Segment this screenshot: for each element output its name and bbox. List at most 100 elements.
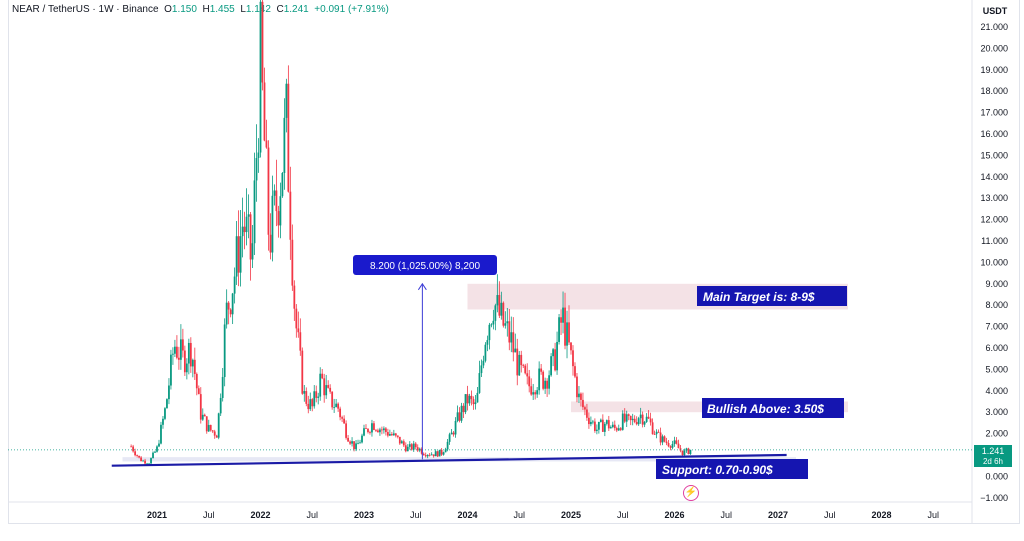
- candle-body: [187, 342, 190, 364]
- y-tick-label: 15.000: [980, 150, 1008, 160]
- candle-body: [359, 442, 361, 444]
- candle-body: [195, 373, 198, 389]
- candle-body: [544, 380, 547, 389]
- candle-body: [452, 432, 455, 435]
- x-tick-label: 2027: [768, 510, 788, 520]
- candle-body: [225, 302, 228, 325]
- candle-body: [377, 430, 379, 433]
- candle-body: [343, 418, 345, 424]
- candle-body: [524, 365, 527, 374]
- candle-body: [267, 147, 270, 235]
- candle-body: [229, 309, 232, 315]
- candle-body: [562, 307, 564, 323]
- candle-body: [534, 392, 537, 395]
- candle-body: [548, 375, 551, 389]
- candle-body: [150, 458, 152, 464]
- candle-body: [679, 448, 682, 451]
- candle-body: [357, 443, 359, 445]
- candle-body: [341, 417, 344, 419]
- candle-body: [309, 399, 312, 410]
- candle-body: [261, 1, 264, 83]
- candle-body: [526, 373, 529, 377]
- candle-body: [422, 453, 425, 456]
- x-tick-label: 2026: [664, 510, 684, 520]
- candle-body: [564, 307, 566, 346]
- price-axis[interactable]: 21.000 20.000 19.000 18.000 17.000 16.000 15.0…: [980, 22, 1008, 503]
- support-trendline[interactable]: [111, 453, 787, 467]
- candle-body: [369, 432, 371, 433]
- candle-body: [613, 424, 616, 429]
- candle-body: [265, 140, 268, 148]
- symbol-title[interactable]: NEAR / TetherUS · 1W · Binance: [12, 4, 159, 15]
- candle-body: [687, 448, 690, 455]
- candle-body: [275, 190, 278, 212]
- candle-body: [400, 441, 403, 444]
- candle-body: [681, 450, 684, 456]
- candle-body: [130, 446, 133, 448]
- candle-body: [574, 366, 576, 377]
- candle-body: [615, 428, 618, 431]
- candle-body: [518, 354, 521, 376]
- close-label: C: [276, 4, 284, 15]
- candle-body: [506, 321, 509, 324]
- candle-body: [317, 396, 320, 398]
- candle-body: [201, 414, 204, 420]
- candle-body: [651, 422, 654, 435]
- candle-body: [568, 322, 570, 343]
- candle-body: [402, 441, 405, 446]
- change-value: +0.091 (+7.91%): [314, 4, 389, 15]
- time-axis[interactable]: 2021 Jul 2022 Jul 2023 Jul 2024 Jul 2025 Jul 2026 J…: [147, 510, 939, 520]
- candle-body: [281, 172, 284, 197]
- candle-body: [331, 391, 334, 408]
- candle-body: [500, 302, 503, 316]
- candle-body: [597, 421, 600, 430]
- measure-label[interactable]: 8.200 (1,025.00%) 8,200: [353, 255, 497, 275]
- candle-body: [657, 431, 660, 433]
- candle-body: [621, 413, 624, 430]
- candle-body: [446, 441, 449, 450]
- candle-body: [271, 195, 274, 253]
- candle-body: [661, 436, 664, 443]
- candle-body: [560, 317, 562, 323]
- candle-body: [199, 394, 202, 420]
- candle-body: [576, 376, 578, 398]
- y-tick-label: 10.000: [980, 257, 1008, 267]
- candle-body: [164, 408, 166, 419]
- candle-body: [349, 441, 351, 444]
- y-tick-label: 21.000: [980, 22, 1008, 32]
- measure-label-text: 8.200 (1,025.00%) 8,200: [370, 261, 481, 272]
- candle-body: [611, 424, 614, 428]
- candle-body: [605, 420, 608, 424]
- y-tick-label: 0.000: [985, 471, 1008, 481]
- candle-body: [375, 429, 377, 431]
- candle-body: [520, 354, 523, 366]
- candle-body: [591, 421, 594, 423]
- candle-body: [480, 365, 483, 374]
- main-target-label[interactable]: Main Target is: 8-9$: [697, 286, 847, 306]
- candle-body: [430, 454, 433, 456]
- candle-body: [297, 328, 300, 333]
- candle-body: [458, 412, 461, 421]
- candle-body: [337, 403, 340, 409]
- candle-body: [603, 423, 606, 432]
- candle-body: [384, 428, 387, 433]
- candle-body: [361, 435, 363, 443]
- candle-body: [315, 391, 318, 398]
- candle-body: [287, 83, 290, 192]
- lightning-alert-icon[interactable]: ⚡: [683, 485, 699, 501]
- candle-body: [136, 455, 138, 457]
- bullish-above-label[interactable]: Bullish Above: 3.50$: [702, 398, 844, 418]
- support-label[interactable]: Support: 0.70-0.90$: [656, 459, 808, 479]
- candle-body: [482, 360, 485, 366]
- candle-body: [215, 435, 218, 438]
- candle-body: [406, 446, 409, 452]
- candle-body: [146, 463, 148, 465]
- candle-body: [558, 317, 560, 342]
- candle-body: [490, 324, 493, 326]
- candle-body: [627, 414, 630, 416]
- y-tick-label: 19.000: [980, 65, 1008, 75]
- candle-body: [607, 420, 610, 429]
- candle-body: [347, 437, 349, 442]
- candle-body: [176, 346, 178, 358]
